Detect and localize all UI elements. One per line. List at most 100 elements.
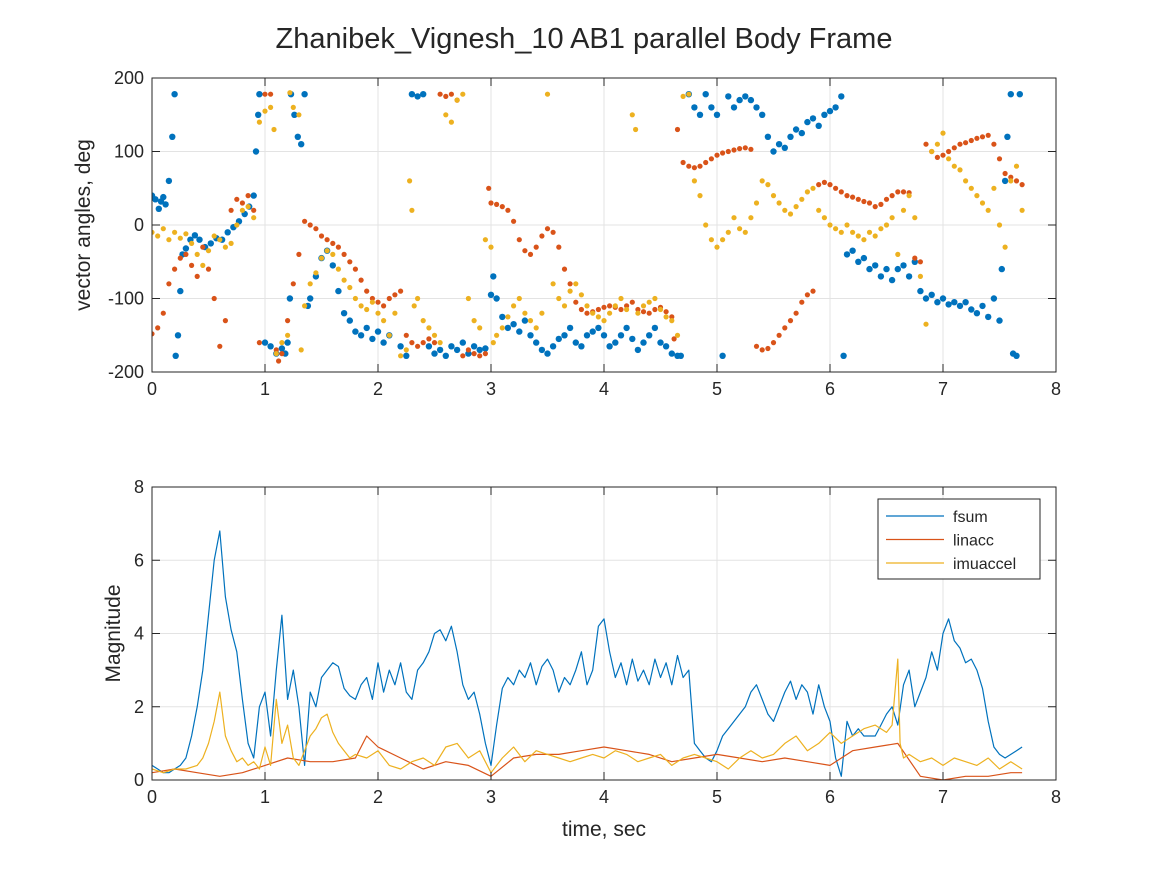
data-point (753, 200, 760, 206)
series-layer (152, 530, 1023, 780)
data-point (775, 141, 783, 148)
data-point (172, 352, 179, 359)
data-point (494, 332, 500, 338)
data-point (635, 306, 641, 313)
data-point (284, 339, 291, 346)
data-point (510, 321, 517, 328)
data-point (878, 226, 884, 232)
data-point (584, 303, 590, 309)
data-point (725, 148, 731, 155)
data-point (431, 332, 438, 338)
data-point (900, 207, 907, 213)
data-point (737, 146, 743, 152)
data-point (720, 150, 726, 156)
data-point (482, 237, 488, 243)
data-point (827, 182, 833, 188)
data-point (224, 229, 231, 236)
data-point (420, 318, 426, 324)
data-point (335, 287, 342, 295)
data-point (177, 235, 183, 241)
data-point (177, 255, 183, 261)
data-point (606, 343, 613, 350)
data-point (211, 233, 217, 239)
data-point (493, 295, 500, 302)
data-point (255, 111, 262, 119)
data-point (403, 347, 409, 353)
data-point (414, 93, 421, 100)
data-point (850, 194, 856, 200)
data-point (1004, 133, 1011, 140)
x-tick-label: 6 (825, 379, 835, 399)
data-point (826, 107, 834, 115)
data-point (731, 147, 737, 153)
data-point (657, 306, 664, 313)
data-point (680, 159, 686, 166)
data-point (996, 156, 1003, 162)
data-point (561, 332, 568, 339)
data-point (392, 310, 398, 316)
data-point (832, 104, 839, 111)
data-point (561, 266, 568, 272)
data-point (590, 310, 596, 316)
data-point (963, 178, 969, 184)
data-point (595, 314, 602, 320)
data-point (1007, 91, 1014, 98)
data-point (460, 353, 466, 359)
data-point (917, 259, 924, 265)
data-point (725, 93, 732, 100)
data-point (686, 163, 692, 169)
data-point (889, 215, 895, 221)
data-point (268, 104, 274, 110)
data-point (612, 303, 618, 309)
data-point (708, 104, 715, 111)
data-point (911, 258, 918, 265)
data-point (595, 306, 602, 313)
data-point (251, 207, 257, 213)
data-point (408, 91, 416, 98)
data-point (555, 335, 562, 343)
legend-label: fsum (953, 509, 988, 526)
data-point (256, 340, 262, 346)
data-point (912, 215, 918, 221)
data-point (194, 251, 200, 257)
data-point (549, 343, 557, 350)
data-point (770, 148, 777, 155)
data-point (152, 229, 155, 235)
data-point (691, 178, 698, 184)
data-point (968, 185, 974, 191)
data-point (347, 284, 353, 291)
data-point (697, 193, 703, 199)
data-point (324, 248, 330, 254)
data-point (443, 93, 449, 99)
data-point (618, 295, 624, 302)
data-point (708, 156, 715, 162)
data-point (522, 248, 528, 254)
data-point (252, 148, 260, 155)
data-point (657, 339, 664, 346)
data-point (872, 204, 878, 210)
data-point (375, 310, 381, 316)
data-point (425, 343, 433, 350)
data-point (544, 226, 551, 232)
data-point (550, 281, 556, 287)
data-point (566, 324, 574, 332)
data-point (583, 332, 591, 339)
data-point (369, 335, 376, 343)
data-point (922, 295, 930, 302)
data-point (662, 343, 670, 350)
data-point (990, 295, 998, 302)
data-point (234, 196, 240, 202)
y-tick-label: 4 (134, 624, 144, 644)
data-point (940, 152, 946, 158)
data-point (624, 306, 630, 313)
data-point (189, 240, 195, 246)
x-tick-label: 8 (1051, 379, 1061, 399)
data-point (298, 141, 305, 148)
x-tick-label: 0 (147, 787, 157, 807)
data-point (996, 317, 1003, 324)
data-point (912, 255, 918, 261)
data-point (669, 314, 675, 320)
data-point (612, 339, 619, 346)
data-point (866, 229, 873, 235)
data-point (296, 251, 302, 257)
